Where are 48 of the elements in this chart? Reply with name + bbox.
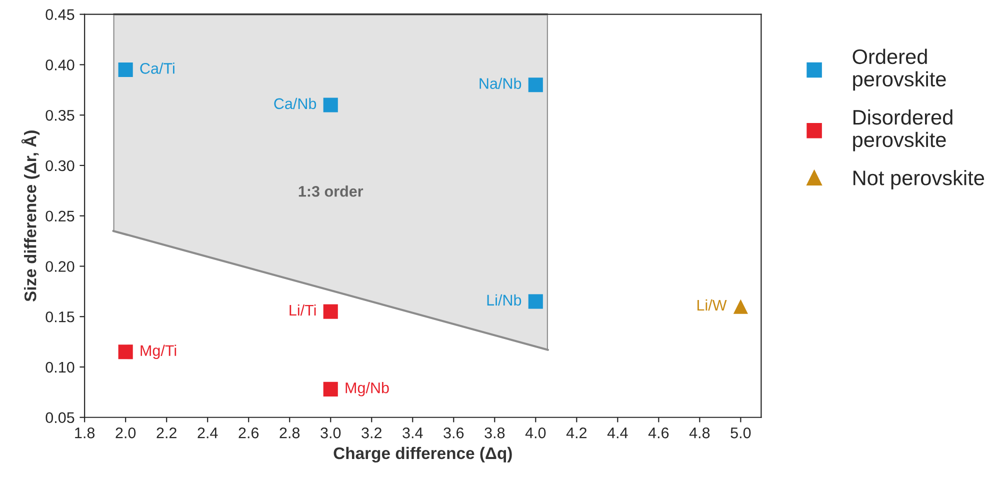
x-tick-label: 1.8 bbox=[75, 428, 95, 438]
annotation: Li/W bbox=[697, 299, 727, 311]
x-tick-label: 3.0 bbox=[320, 428, 341, 438]
y-tick-label: 0.45 bbox=[46, 9, 74, 20]
x-tick-label: 2.8 bbox=[280, 428, 300, 438]
y-tick-label: 0.15 bbox=[46, 311, 74, 322]
y-tick-label: 0.25 bbox=[46, 210, 74, 222]
x-tick-label: 3.6 bbox=[444, 428, 464, 438]
legend-label: Not perovskite bbox=[854, 170, 984, 190]
annotation: Li/Ti bbox=[290, 304, 316, 316]
point bbox=[118, 62, 133, 78]
legend-label: Ordered perovskite bbox=[852, 48, 946, 91]
annotation: Li/Nb bbox=[487, 294, 522, 306]
x-axis-title: Charge difference (Δq) bbox=[334, 446, 512, 463]
x-tick-label: 2.0 bbox=[116, 428, 136, 438]
y-axis-title: Size difference (Δr, Å) bbox=[21, 130, 40, 302]
annotation: 1:3 order bbox=[298, 186, 364, 197]
annotation: Mg/Nb bbox=[346, 382, 389, 396]
x-tick-label: 4.6 bbox=[648, 428, 669, 438]
x-tick-label: 2.6 bbox=[238, 428, 259, 438]
x-tick-label: 4.0 bbox=[525, 428, 546, 438]
annotation: Ca/Nb bbox=[274, 98, 316, 110]
point bbox=[528, 78, 543, 92]
y-tick-label: 0.10 bbox=[46, 362, 74, 373]
annotation: Na/Nb bbox=[480, 78, 522, 89]
y-tick-label: 0.30 bbox=[46, 160, 74, 172]
y-tick-label: 0.05 bbox=[46, 412, 74, 424]
point bbox=[733, 299, 748, 314]
point bbox=[118, 344, 133, 360]
x-tick-label: 3.2 bbox=[362, 428, 382, 438]
x-tick-label: 4.4 bbox=[607, 428, 628, 438]
legend-label: Disordered perovskite bbox=[853, 109, 952, 152]
annotation: Ca/Ti bbox=[140, 62, 174, 74]
y-tick-label: 0.40 bbox=[46, 60, 74, 70]
x-tick-label: 2.2 bbox=[156, 428, 176, 438]
y-tick-label: 0.20 bbox=[46, 261, 74, 272]
y-tick-label: 0.35 bbox=[46, 110, 74, 121]
x-tick-label: 5.0 bbox=[730, 428, 751, 438]
x-tick-label: 3.4 bbox=[402, 428, 423, 438]
x-tick-label: 4.2 bbox=[566, 428, 586, 438]
x-tick-label: 3.8 bbox=[484, 428, 505, 438]
point bbox=[323, 304, 338, 319]
point bbox=[323, 382, 338, 396]
point bbox=[323, 98, 338, 112]
x-tick-label: 2.4 bbox=[198, 428, 218, 438]
x-tick-label: 4.8 bbox=[689, 428, 710, 438]
annotation: Mg/Ti bbox=[140, 344, 176, 359]
point bbox=[528, 294, 543, 309]
